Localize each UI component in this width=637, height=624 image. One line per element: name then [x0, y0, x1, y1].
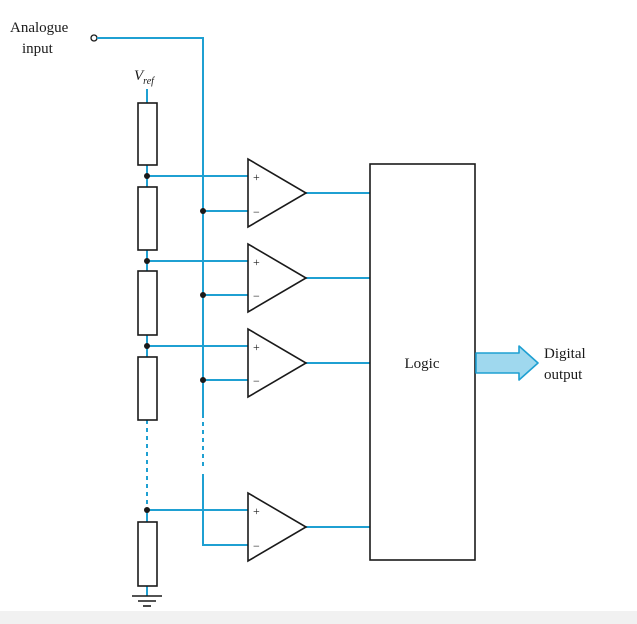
resistor-1 [137, 102, 158, 166]
resistor-5 [137, 521, 158, 587]
digital-output-arrow [475, 345, 539, 381]
resistor-4 [137, 356, 158, 421]
resistor-2 [137, 186, 158, 251]
junction-dot [144, 343, 150, 349]
junction-dot [200, 208, 206, 214]
input-terminal [90, 34, 98, 42]
comparator-1: + − [247, 157, 308, 229]
analogue-input-label-line2: input [22, 41, 54, 57]
minus-sign: − [253, 374, 260, 388]
analogue-input-label-line1: Analogue [10, 20, 69, 36]
input-bus-bottom [202, 474, 248, 546]
input-bus [97, 37, 204, 418]
logic-label: Logic [405, 356, 440, 372]
plus-sign: + [253, 255, 260, 269]
comparator-2: + − [247, 242, 308, 314]
junction-dot [144, 507, 150, 513]
minus-sign: − [253, 205, 260, 219]
junction-dot [144, 258, 150, 264]
comparator-3: + − [247, 327, 308, 399]
logic-block [369, 163, 476, 561]
resistor-3 [137, 270, 158, 336]
minus-sign: − [253, 539, 260, 553]
plus-sign: + [253, 170, 260, 184]
junction-dot [200, 292, 206, 298]
junction-dot [200, 377, 206, 383]
junction-dot [144, 173, 150, 179]
plus-sign: + [253, 340, 260, 354]
vref-label: Vref [134, 68, 155, 87]
digital-output-label-line1: Digital [544, 346, 586, 362]
bottom-strip [0, 611, 637, 624]
comparator-4: + − [247, 491, 308, 563]
minus-sign: − [253, 289, 260, 303]
flash-adc-diagram: Analogue input Vref [10, 20, 586, 607]
digital-output-label-line2: output [544, 367, 583, 383]
ground-symbol [132, 595, 162, 607]
plus-sign: + [253, 504, 260, 518]
